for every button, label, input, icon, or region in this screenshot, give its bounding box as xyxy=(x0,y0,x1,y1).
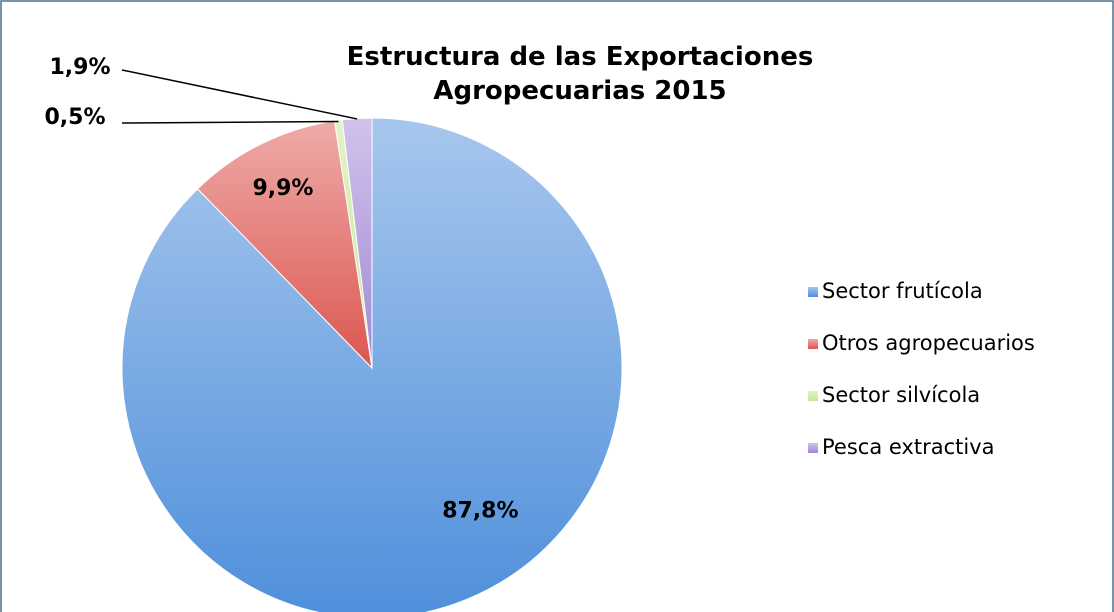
pie-slice xyxy=(196,120,373,370)
leader-line xyxy=(121,69,358,120)
legend-swatch xyxy=(808,287,818,297)
pie xyxy=(121,117,623,612)
legend-label: Pesca extractiva xyxy=(822,435,995,459)
labels: 87,8% 9,9% 0,5% 1,9% xyxy=(44,55,518,524)
chart-title: Estructura de las Exportaciones Agropecu… xyxy=(346,42,814,106)
data-label: 1,9% xyxy=(49,55,110,80)
data-label: 9,9% xyxy=(252,176,313,201)
leader-line xyxy=(121,120,339,124)
legend-swatch xyxy=(808,443,818,453)
legend-label: Sector frutícola xyxy=(822,279,983,303)
legend: Sector frutícola Otros agropecuarios Secto… xyxy=(808,279,1035,459)
data-label: 87,8% xyxy=(442,499,518,524)
legend-label: Otros agropecuarios xyxy=(822,331,1035,355)
data-label: 0,5% xyxy=(44,105,105,130)
legend-swatch xyxy=(808,339,818,349)
legend-label: Sector silvícola xyxy=(822,383,980,407)
legend-swatch xyxy=(808,391,818,401)
